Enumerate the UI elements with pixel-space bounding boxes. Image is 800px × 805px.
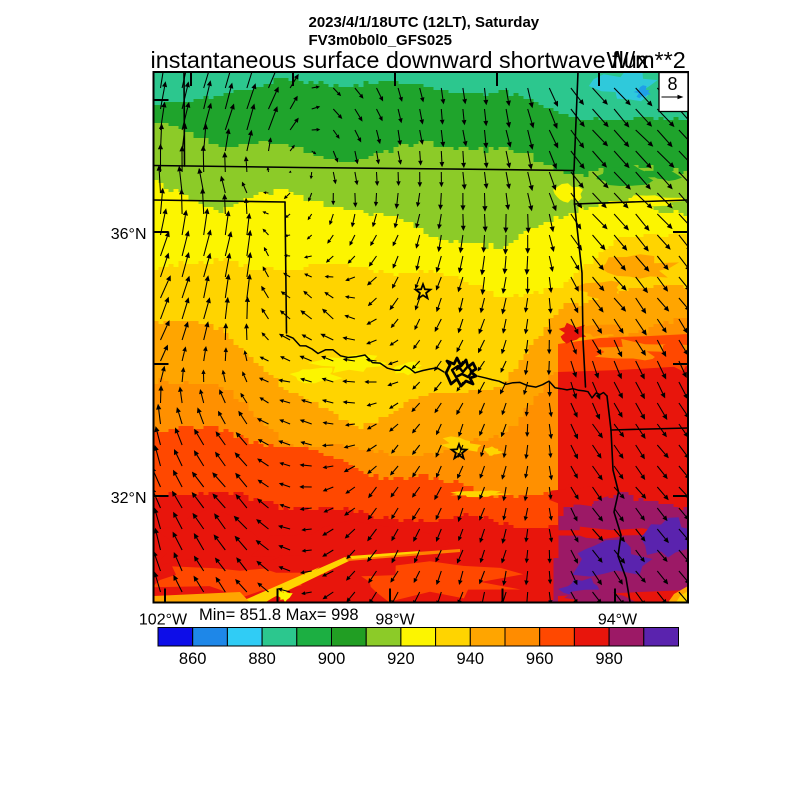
svg-text:FV3m0b0l0_GFS025: FV3m0b0l0_GFS025 (309, 32, 452, 49)
svg-text:94°W: 94°W (598, 612, 638, 629)
svg-text:instantaneous surface downward: instantaneous surface downward shortwave… (151, 47, 649, 73)
svg-text:900: 900 (318, 650, 346, 668)
svg-text:36°N: 36°N (111, 226, 147, 243)
svg-text:860: 860 (179, 650, 207, 668)
svg-text:960: 960 (526, 650, 554, 668)
svg-text:2023/4/1/18UTC (12LT), Saturda: 2023/4/1/18UTC (12LT), Saturday (309, 14, 540, 31)
svg-text:W/m**2: W/m**2 (607, 47, 686, 73)
svg-text:920: 920 (387, 650, 415, 668)
svg-text:32°N: 32°N (111, 490, 147, 507)
svg-text:980: 980 (595, 650, 623, 668)
svg-text:940: 940 (457, 650, 485, 668)
svg-text:880: 880 (248, 650, 276, 668)
svg-text:8: 8 (667, 74, 677, 94)
svg-text:98°W: 98°W (375, 612, 415, 629)
svg-text:102°W: 102°W (139, 612, 188, 629)
svg-text:Min= 851.8 Max= 998: Min= 851.8 Max= 998 (199, 606, 359, 624)
